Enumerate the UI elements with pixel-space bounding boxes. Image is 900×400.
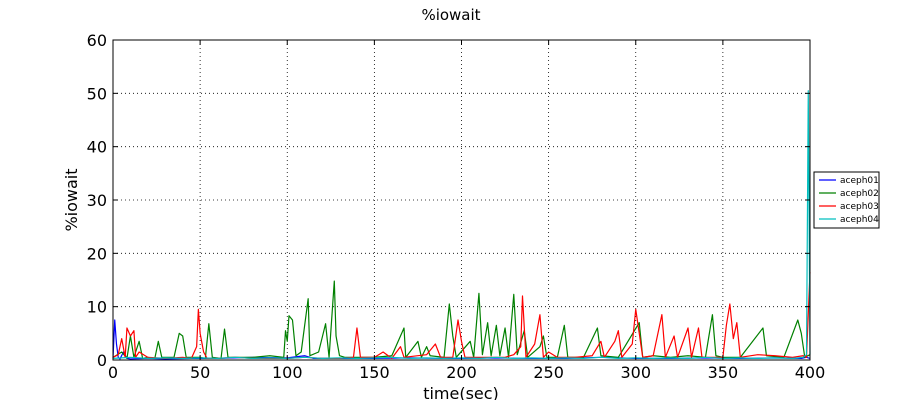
legend-label-aceph04: aceph04 [840,215,879,225]
x-axis-label: time(sec) [423,384,499,400]
x-tick-label: 150 [359,363,390,382]
x-tick-label: 400 [795,363,826,382]
x-tick-label: 250 [533,363,564,382]
y-tick-label: 40 [87,138,107,157]
y-tick-label: 30 [87,191,107,210]
x-tick-label: 0 [108,363,118,382]
grid [113,40,810,360]
series-lines [112,90,811,360]
chart-title: %iowait [421,6,480,24]
axis-ticks: 0 50 100 150 200 250 300 350 400 0 10 20 30 40 50 60 [87,31,826,382]
x-tick-label: 100 [272,363,303,382]
series-line-aceph04 [112,90,811,359]
y-tick-label: 10 [87,298,107,317]
x-tick-label: 50 [190,363,210,382]
y-tick-label: 20 [87,244,107,263]
legend: aceph01 aceph02 aceph03 aceph04 [813,171,880,229]
y-tick-label: 0 [97,351,107,370]
y-tick-label: 60 [87,31,107,50]
x-tick-label: 200 [446,363,477,382]
legend-label-aceph01: aceph01 [840,176,879,186]
y-tick-label: 50 [87,84,107,103]
y-axis-label: %iowait [62,168,81,231]
x-tick-label: 300 [620,363,651,382]
legend-label-aceph03: aceph03 [840,202,879,212]
legend-label-aceph02: aceph02 [840,189,879,199]
x-tick-label: 350 [708,363,739,382]
